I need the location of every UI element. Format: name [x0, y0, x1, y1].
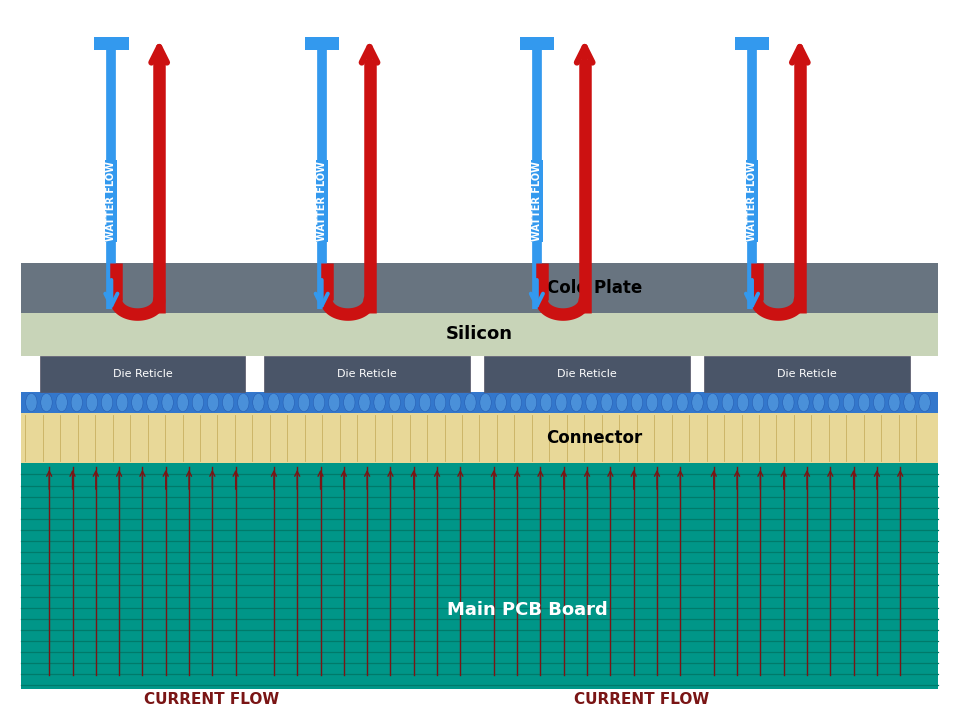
Ellipse shape: [359, 393, 370, 411]
Bar: [39, 356, 246, 392]
Ellipse shape: [555, 393, 567, 411]
Ellipse shape: [314, 393, 325, 411]
Text: WATTER FLOW: WATTER FLOW: [747, 161, 757, 241]
Ellipse shape: [26, 393, 37, 411]
Ellipse shape: [238, 393, 249, 411]
Text: Silicon: Silicon: [446, 326, 513, 344]
Ellipse shape: [616, 393, 627, 411]
Ellipse shape: [662, 393, 673, 411]
Bar: [20, 413, 939, 463]
Text: WATTER FLOW: WATTER FLOW: [532, 161, 542, 241]
Ellipse shape: [874, 393, 885, 411]
Ellipse shape: [329, 393, 339, 411]
Ellipse shape: [783, 393, 794, 411]
Ellipse shape: [86, 393, 98, 411]
Text: CURRENT FLOW: CURRENT FLOW: [144, 692, 279, 707]
Ellipse shape: [571, 393, 582, 411]
Bar: [305, 37, 339, 50]
Ellipse shape: [707, 393, 718, 411]
Ellipse shape: [147, 393, 158, 411]
Ellipse shape: [677, 393, 688, 411]
Ellipse shape: [691, 393, 703, 411]
Text: Die Reticle: Die Reticle: [777, 369, 837, 379]
Ellipse shape: [268, 393, 279, 411]
Bar: [20, 313, 939, 356]
Ellipse shape: [419, 393, 431, 411]
Ellipse shape: [389, 393, 401, 411]
Ellipse shape: [753, 393, 763, 411]
Bar: [265, 356, 470, 392]
Bar: [484, 356, 690, 392]
Ellipse shape: [41, 393, 52, 411]
Ellipse shape: [374, 393, 386, 411]
Ellipse shape: [71, 393, 82, 411]
Ellipse shape: [813, 393, 825, 411]
Ellipse shape: [434, 393, 446, 411]
Bar: [20, 392, 939, 413]
Ellipse shape: [858, 393, 870, 411]
Text: Die Reticle: Die Reticle: [557, 369, 617, 379]
Ellipse shape: [192, 393, 203, 411]
Ellipse shape: [843, 393, 854, 411]
Ellipse shape: [737, 393, 749, 411]
Bar: [94, 37, 129, 50]
Text: WATTER FLOW: WATTER FLOW: [316, 161, 327, 241]
Ellipse shape: [722, 393, 734, 411]
Ellipse shape: [903, 393, 915, 411]
Ellipse shape: [767, 393, 779, 411]
Ellipse shape: [510, 393, 522, 411]
Ellipse shape: [207, 393, 219, 411]
Text: Die Reticle: Die Reticle: [112, 369, 173, 379]
Ellipse shape: [404, 393, 415, 411]
Text: Main PCB Board: Main PCB Board: [447, 601, 608, 619]
Ellipse shape: [601, 393, 613, 411]
Ellipse shape: [222, 393, 234, 411]
Ellipse shape: [829, 393, 839, 411]
Text: Connector: Connector: [546, 429, 643, 447]
Bar: [704, 356, 910, 392]
Ellipse shape: [116, 393, 128, 411]
Ellipse shape: [919, 393, 930, 411]
Ellipse shape: [526, 393, 537, 411]
Ellipse shape: [450, 393, 461, 411]
Ellipse shape: [495, 393, 506, 411]
Ellipse shape: [56, 393, 67, 411]
Ellipse shape: [253, 393, 264, 411]
Bar: [735, 37, 769, 50]
Ellipse shape: [541, 393, 551, 411]
Ellipse shape: [162, 393, 174, 411]
Ellipse shape: [343, 393, 355, 411]
Ellipse shape: [131, 393, 143, 411]
Ellipse shape: [177, 393, 188, 411]
Text: Die Reticle: Die Reticle: [338, 369, 397, 379]
Ellipse shape: [631, 393, 643, 411]
Ellipse shape: [102, 393, 113, 411]
Ellipse shape: [283, 393, 294, 411]
Text: Cold Plate: Cold Plate: [547, 279, 642, 297]
Ellipse shape: [646, 393, 658, 411]
Bar: [520, 37, 554, 50]
Ellipse shape: [586, 393, 597, 411]
Bar: [20, 263, 939, 313]
Ellipse shape: [798, 393, 809, 411]
Ellipse shape: [465, 393, 476, 411]
Text: CURRENT FLOW: CURRENT FLOW: [574, 692, 710, 707]
Bar: [20, 463, 939, 689]
Ellipse shape: [889, 393, 900, 411]
Ellipse shape: [298, 393, 310, 411]
Ellipse shape: [480, 393, 491, 411]
Text: WATTER FLOW: WATTER FLOW: [106, 161, 116, 241]
